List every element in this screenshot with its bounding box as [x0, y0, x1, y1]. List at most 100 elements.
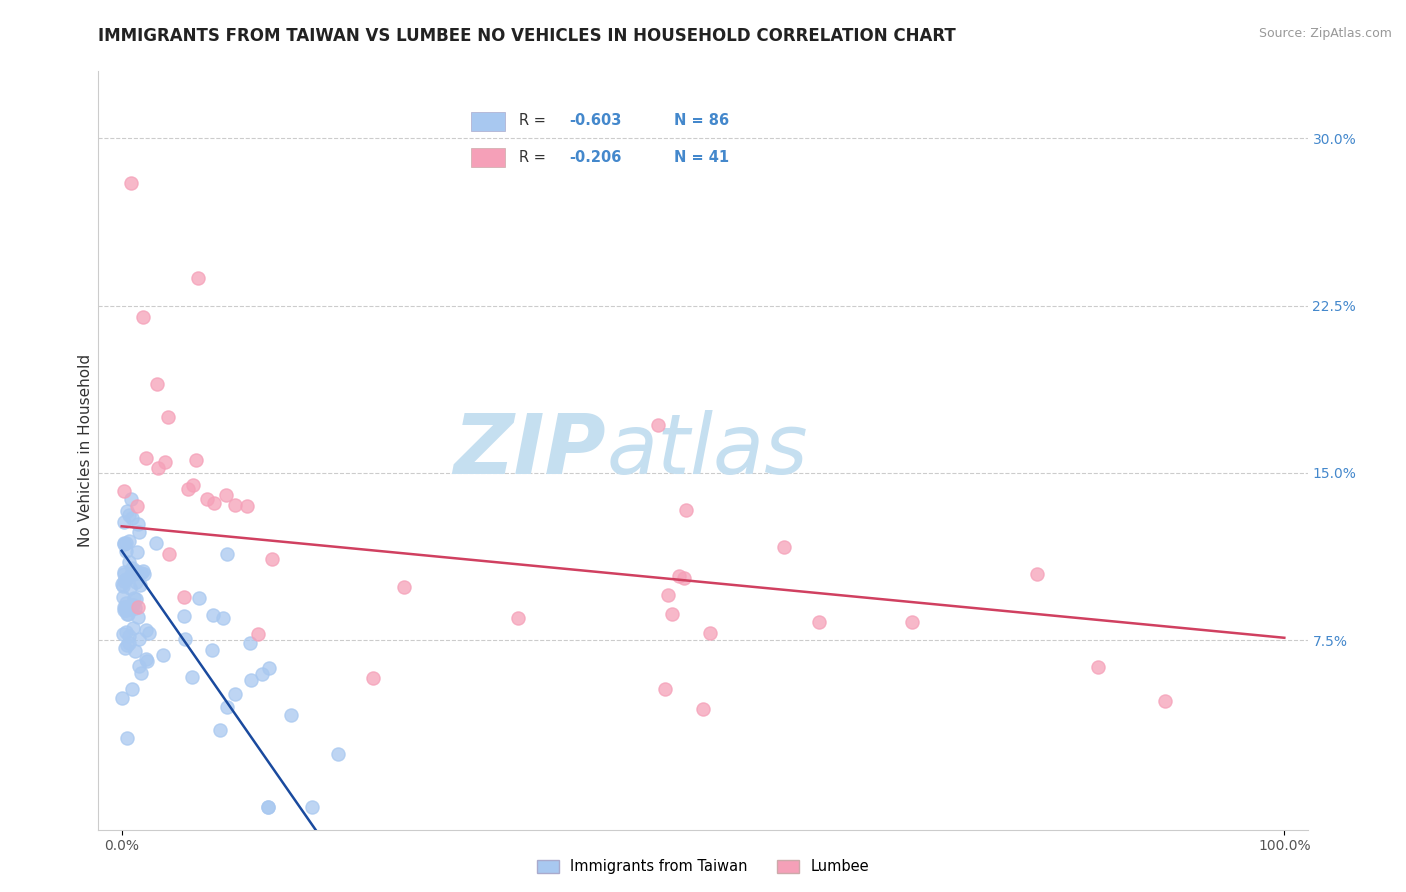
- Point: [115, 544, 138, 558]
- Point: [121, 561, 143, 575]
- Point: [115, 572, 138, 586]
- Point: [257, 800, 280, 814]
- Point: [135, 623, 157, 637]
- Point: [195, 491, 218, 506]
- Point: [236, 499, 259, 513]
- Point: [1087, 660, 1109, 674]
- Point: [134, 566, 156, 581]
- Point: [152, 648, 174, 662]
- Point: [153, 455, 176, 469]
- Point: [157, 547, 180, 561]
- Point: [202, 607, 225, 622]
- Point: [187, 271, 209, 285]
- Point: [118, 629, 141, 643]
- Point: [124, 601, 146, 615]
- Point: [115, 599, 138, 614]
- Point: [215, 488, 238, 502]
- Point: [208, 723, 231, 737]
- Point: [112, 537, 135, 551]
- Point: [217, 700, 239, 714]
- Point: [177, 482, 200, 496]
- Point: [115, 603, 138, 617]
- Point: [124, 566, 146, 580]
- Point: [259, 660, 281, 674]
- Point: [118, 582, 141, 596]
- Point: [117, 607, 139, 622]
- Point: [129, 566, 152, 581]
- Point: [174, 632, 197, 646]
- Point: [773, 540, 796, 554]
- Point: [121, 598, 143, 612]
- Text: ZIP: ZIP: [454, 410, 606, 491]
- Point: [112, 627, 135, 641]
- Point: [173, 590, 195, 604]
- Point: [115, 596, 138, 610]
- Point: [692, 702, 714, 716]
- Point: [112, 567, 135, 582]
- Point: [240, 673, 263, 687]
- Point: [112, 484, 135, 499]
- Point: [120, 602, 142, 616]
- Point: [201, 643, 224, 657]
- Point: [135, 652, 157, 666]
- Point: [118, 599, 141, 614]
- Point: [301, 800, 323, 814]
- Point: [326, 747, 349, 761]
- Point: [654, 681, 676, 696]
- Point: [111, 591, 134, 605]
- Point: [668, 569, 690, 583]
- Point: [129, 577, 152, 591]
- Point: [120, 491, 142, 506]
- Point: [112, 600, 135, 615]
- Text: IMMIGRANTS FROM TAIWAN VS LUMBEE NO VEHICLES IN HOUSEHOLD CORRELATION CHART: IMMIGRANTS FROM TAIWAN VS LUMBEE NO VEHI…: [98, 27, 956, 45]
- Point: [262, 551, 284, 566]
- Point: [115, 504, 138, 518]
- Point: [202, 496, 225, 510]
- Point: [808, 615, 831, 630]
- Point: [129, 666, 152, 681]
- Point: [128, 659, 150, 673]
- Point: [120, 568, 142, 582]
- Point: [115, 536, 138, 550]
- Point: [181, 670, 204, 684]
- Point: [125, 591, 148, 606]
- Point: [120, 176, 142, 190]
- Y-axis label: No Vehicles in Household: No Vehicles in Household: [77, 354, 93, 547]
- Point: [224, 687, 246, 701]
- Point: [127, 545, 149, 559]
- Point: [128, 524, 150, 539]
- Point: [363, 671, 385, 685]
- Point: [118, 555, 141, 569]
- Point: [125, 575, 148, 590]
- Point: [506, 611, 529, 625]
- Point: [121, 511, 143, 525]
- Point: [114, 602, 136, 616]
- Point: [132, 564, 155, 578]
- Point: [128, 632, 150, 647]
- Point: [217, 547, 239, 561]
- Point: [118, 508, 141, 523]
- Point: [112, 536, 135, 550]
- Point: [145, 376, 167, 391]
- Point: [187, 591, 209, 605]
- Point: [131, 310, 153, 324]
- Point: [112, 566, 135, 580]
- Point: [118, 533, 141, 548]
- Point: [127, 599, 149, 614]
- Point: [125, 499, 148, 513]
- Point: [186, 452, 208, 467]
- Legend: Immigrants from Taiwan, Lumbee: Immigrants from Taiwan, Lumbee: [531, 854, 875, 880]
- Point: [212, 610, 235, 624]
- Point: [127, 610, 149, 624]
- Point: [115, 731, 138, 745]
- Point: [1026, 566, 1049, 581]
- Point: [157, 410, 180, 425]
- Point: [122, 621, 145, 635]
- Point: [280, 708, 302, 723]
- Point: [111, 577, 134, 591]
- Point: [112, 603, 135, 617]
- Point: [114, 640, 136, 655]
- Point: [124, 644, 146, 658]
- Point: [181, 477, 204, 491]
- Text: Source: ZipAtlas.com: Source: ZipAtlas.com: [1258, 27, 1392, 40]
